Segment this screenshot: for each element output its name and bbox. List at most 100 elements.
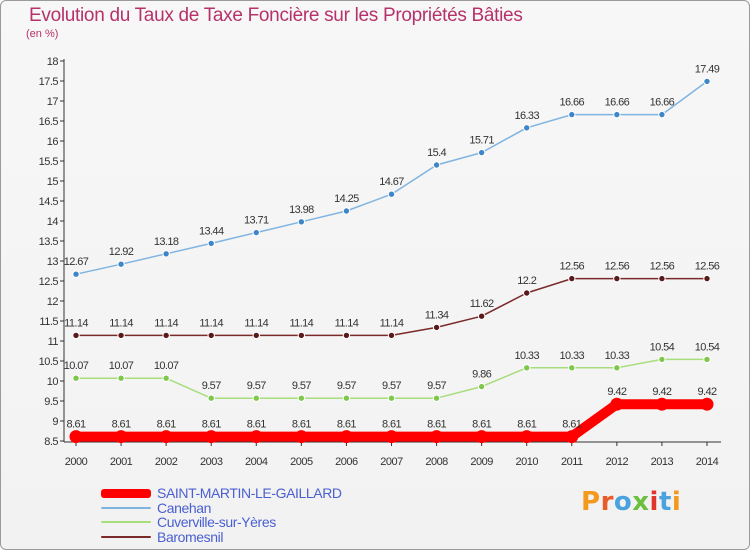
y-tick-label: 15.5 [39,156,59,168]
y-tick-label: 11.5 [39,316,58,328]
data-point [568,110,576,119]
data-label: 10.07 [109,360,134,372]
x-tick-label: 2009 [470,456,493,468]
data-label: 13.71 [244,215,269,227]
data-point [114,430,128,444]
data-label: 11.14 [199,317,223,329]
data-label: 8.61 [472,419,491,431]
y-tick-label: 13.5 [39,236,59,248]
data-point [432,394,441,402]
data-label: 9.57 [247,380,266,392]
y-tick-label: 9.5 [44,396,58,408]
data-point [342,331,351,340]
data-label: 11.14 [289,317,313,329]
data-point [387,331,396,340]
data-point [204,430,218,444]
data-label: 11.14 [244,317,268,329]
data-point [523,124,531,132]
data-point [658,110,666,119]
data-label: 11.14 [154,317,178,329]
data-point [252,394,260,402]
data-point [207,331,215,340]
legend-swatch [101,521,151,523]
y-tick-label: 17.5 [39,76,59,88]
data-label: 11.34 [425,309,449,321]
x-tick-label: 2006 [335,456,358,468]
data-point [297,331,306,340]
data-point [342,394,351,402]
data-label: 8.61 [202,419,221,431]
data-point [613,274,621,283]
data-label: 9.42 [697,386,716,398]
data-label: 8.61 [427,419,446,431]
data-point [655,397,669,411]
data-label: 8.61 [157,419,176,431]
data-label: 11.14 [64,317,88,329]
proxiti-logo: Proxiti [581,487,682,517]
y-tick-label: 15 [47,176,59,188]
data-label: 13.18 [154,236,179,248]
data-label: 9.57 [292,380,311,392]
data-point [252,228,260,237]
x-tick-label: 2008 [425,456,448,468]
data-point [387,394,396,402]
data-point [568,364,576,372]
data-label: 9.86 [472,369,491,381]
data-point [477,312,486,320]
legend-swatch [101,535,151,538]
data-label: 11.14 [380,317,404,329]
data-label: 12.67 [64,256,89,268]
data-point [72,270,80,278]
y-tick-label: 14.5 [39,196,59,208]
x-tick-label: 2005 [290,456,313,468]
y-tick-label: 18 [47,56,59,68]
y-tick-label: 12.5 [39,276,59,288]
data-label: 8.61 [247,419,266,431]
data-label: 15.71 [469,135,494,147]
data-label: 10.07 [154,360,179,372]
data-point [342,207,351,215]
data-label: 10.33 [514,350,539,362]
data-point [520,430,534,444]
y-tick-label: 8.5 [44,436,58,448]
data-label: 12.56 [605,261,630,273]
data-label: 10.33 [605,350,630,362]
y-tick-label: 12 [47,296,59,308]
data-point [294,430,308,444]
data-label: 10.54 [650,341,675,353]
data-label: 9.42 [652,386,671,398]
data-point [297,394,306,402]
x-tick-label: 2014 [696,456,719,468]
data-label: 10.54 [695,341,720,353]
data-label: 15.4 [427,147,446,159]
data-point [72,331,80,340]
data-point [117,331,125,340]
data-point [117,374,125,382]
legend-label: Baromesnil [157,528,224,545]
data-label: 17.49 [695,63,720,75]
chart-unit-label: (en %) [26,28,59,40]
data-label: 11.14 [335,317,359,329]
data-point [297,218,306,226]
data-label: 9.57 [202,380,221,392]
data-point [207,394,215,402]
y-tick-label: 14 [47,216,59,228]
legend-swatch [101,506,151,509]
data-point [162,250,170,258]
legend-swatch [101,489,151,498]
data-label: 9.57 [427,380,446,392]
data-point [72,374,80,382]
data-label: 11.14 [109,317,133,329]
data-point [162,374,170,382]
data-point [117,260,125,268]
x-tick-label: 2012 [606,456,629,468]
data-point [475,430,489,444]
x-tick-label: 2000 [65,456,88,468]
x-tick-label: 2013 [651,456,674,468]
y-tick-label: 13 [47,256,59,268]
data-label: 9.57 [337,380,356,392]
data-point [703,77,711,86]
data-label: 16.66 [605,97,630,109]
